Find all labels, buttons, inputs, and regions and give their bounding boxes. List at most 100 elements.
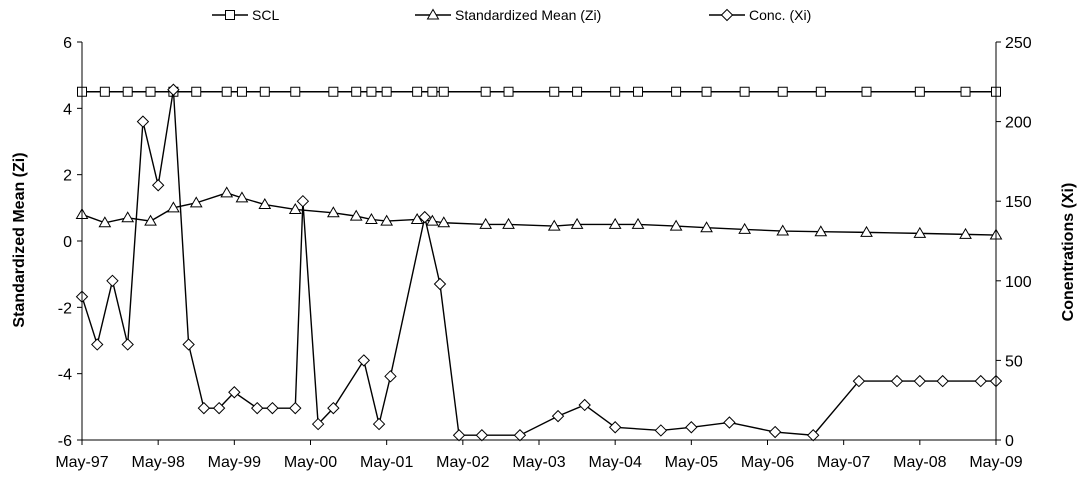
y-right-tick-label: 250: [1005, 35, 1032, 52]
diamond-series-point: [327, 401, 340, 415]
triangle-series-point: [380, 214, 394, 226]
square-series-point: [438, 86, 449, 97]
square-series-point: [572, 86, 583, 97]
diamond-series-point: [852, 374, 866, 388]
diamond-series-point: [578, 398, 591, 412]
square-series-point: [960, 86, 971, 97]
legend-triangle-label: Standardized Mean (Zi): [455, 7, 601, 23]
diamond-series-point: [250, 401, 264, 415]
y-right-tick-label: 100: [1005, 274, 1032, 291]
diamond-series-point: [936, 374, 949, 388]
y-left-tick-label: 6: [63, 35, 72, 52]
x-tick-label: May-08: [893, 454, 946, 471]
triangle-series-point: [913, 226, 927, 238]
triangle-series-point: [425, 214, 439, 226]
y-right-tick-label: 150: [1005, 194, 1032, 211]
square-series-point: [427, 86, 438, 97]
square-series-point: [290, 86, 301, 97]
plot-area: [75, 83, 1003, 442]
square-series-point: [610, 86, 621, 97]
axes: -6 -4 -2 0 2 4 6 0 50 100 150 200 250 May-97 May-98 May…: [55, 35, 1031, 471]
triangle-series-point: [167, 201, 180, 213]
triangle-series-point: [349, 209, 363, 221]
triangle-series-point: [502, 217, 515, 229]
triangle-series-point: [959, 227, 972, 239]
diamond-series-point: [372, 417, 386, 431]
y-left-tick-label: -4: [58, 367, 72, 384]
square-series-point: [914, 86, 925, 97]
triangle-series-point: [437, 216, 451, 228]
legend-square-entry: SCL: [212, 7, 279, 23]
triangle-series-point: [410, 212, 424, 224]
y-right-tick-label: 50: [1005, 353, 1023, 370]
triangle-series-point: [288, 202, 302, 214]
triangle-series-point: [365, 212, 378, 224]
triangle-series-point: [814, 225, 828, 237]
diamond-series-point: [806, 429, 820, 442]
triangle-series-point: [860, 225, 873, 237]
y-right-tick-label: 200: [1005, 115, 1032, 132]
square-series-point: [191, 86, 202, 97]
square-series-point: [328, 86, 339, 97]
diamond-series-point: [452, 429, 466, 442]
y-axis-right-title: Conentrations (Xi): [1060, 183, 1077, 322]
square-series-point: [777, 86, 788, 97]
legend-diamond-label: Conc. (Xi): [749, 7, 811, 23]
square-series-point: [671, 86, 682, 97]
square-series-point: [236, 86, 247, 97]
triangle-series-point: [570, 217, 584, 229]
square-series-point: [503, 86, 514, 97]
square-series-point: [861, 86, 872, 97]
legend-triangle-entry: Standardized Mean (Zi): [415, 7, 601, 23]
triangle-series-point: [547, 219, 561, 231]
diamond-series-point: [513, 429, 527, 442]
x-tick-label: May-02: [436, 454, 489, 471]
diamond-series-point: [685, 421, 698, 434]
diamond-series-point: [311, 417, 325, 431]
x-tick-label: May-01: [360, 454, 413, 471]
diamond-series-point: [212, 401, 226, 415]
diamond-series-point: [654, 424, 668, 437]
y-right-tick-label: 0: [1005, 433, 1014, 450]
x-tick-label: May-97: [55, 454, 108, 471]
diamond-series-point: [91, 338, 104, 351]
diamond-series-point: [384, 370, 397, 383]
triangle-series-point: [258, 198, 272, 210]
diamond-series-point: [121, 338, 134, 351]
diamond-series-point: [228, 386, 241, 399]
diamond-series-point: [167, 83, 180, 96]
x-tick-label: May-98: [131, 454, 184, 471]
square-series-point: [381, 86, 392, 97]
square-series-point: [221, 86, 232, 97]
diamond-series-point: [357, 354, 371, 367]
triangle-series-point: [235, 191, 249, 203]
legend-square-marker: [225, 10, 235, 20]
triangle-series-point: [144, 214, 157, 226]
legend-diamond-entry: Conc. (Xi): [709, 7, 811, 23]
square-series-point: [480, 86, 491, 97]
diamond-series-point: [136, 115, 150, 128]
square-series-point: [351, 86, 362, 97]
diamond-series-point: [723, 416, 736, 429]
y-left-tick-label: 2: [63, 168, 72, 185]
square-series-point: [145, 86, 156, 97]
diamond-series-point: [890, 374, 904, 388]
legend: SCL Standardized Mean (Zi) Conc. (Xi): [212, 7, 811, 23]
triangle-series-point: [220, 186, 234, 198]
triangle-series-point: [738, 222, 752, 234]
x-tick-label: May-03: [512, 454, 565, 471]
legend-diamond-marker: [720, 8, 734, 22]
triangle-series-point: [631, 217, 645, 229]
legend-square-label: SCL: [252, 7, 279, 23]
diamond-series-point: [608, 421, 622, 434]
triangle-series-point: [189, 196, 203, 208]
x-tick-label: May-09: [969, 454, 1022, 471]
diamond-series: [75, 83, 1003, 442]
diamond-series-point: [151, 179, 165, 192]
square-series: [77, 86, 1001, 97]
triangle-series-point: [479, 217, 493, 229]
y-left-tick-label: 0: [63, 234, 72, 251]
triangle-series-point: [121, 211, 135, 223]
triangle-series-point: [608, 217, 622, 229]
diamond-series-point: [296, 194, 310, 208]
